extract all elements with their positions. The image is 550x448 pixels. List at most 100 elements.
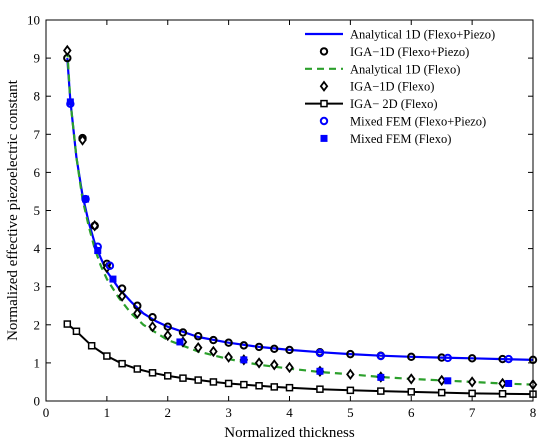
legend-item: IGA−1D (Flexo) [319,80,434,94]
data-point [178,328,188,337]
data-point [437,374,446,387]
data-point [346,349,355,359]
y-tick-label: 5 [34,203,41,218]
data-point [224,351,233,363]
data-point [209,345,218,358]
legend-label: Mixed FEM (Flexo+Piezo) [350,115,486,129]
data-point [63,44,72,57]
x-axis-label: Normalized thickness [224,425,355,441]
y-tick-label: 4 [34,241,41,256]
data-point [103,352,111,360]
data-point [90,220,99,232]
data-point [315,348,325,358]
data-point [164,372,172,380]
data-point [87,342,96,350]
legend-label: Analytical 1D (Flexo) [350,62,460,76]
data-point [346,368,355,381]
data-point [105,261,115,270]
data-point [346,386,355,395]
data-point [443,353,452,363]
data-point [285,361,294,374]
data-point [209,378,218,386]
legend-label: Mixed FEM (Flexo) [350,132,451,146]
data-point [194,376,202,384]
y-tick-label: 0 [34,394,41,409]
data-point [376,351,386,361]
x-tick-label: 5 [347,405,354,420]
x-tick-label: 3 [225,405,232,420]
data-point [179,374,187,382]
data-point [504,354,513,364]
data-point [240,356,248,364]
legend-label: IGA−1D (Flexo+Piezo) [350,45,469,59]
legend-item: Mixed FEM (Flexo+Piezo) [319,115,486,129]
data-point [117,290,127,302]
y-axis-label: Normalized effective piezoelectric const… [5,79,21,341]
x-tick-label: 2 [165,405,172,420]
data-point [316,385,324,393]
ticks-layer: 0 1 2 3 4 5 6 7 8 0 1 2 3 4 5 6 7 8 9 10 [27,13,536,421]
data-point [285,345,294,355]
data-point [239,341,249,350]
data-point [209,335,218,345]
y-tick-label: 9 [34,51,41,66]
data-point [224,338,233,347]
data-point [498,377,507,390]
data-point [118,359,126,368]
data-point [148,369,157,377]
data-point [270,359,279,371]
series-6 [66,98,513,387]
legend-label: Analytical 1D (Flexo+Piezo) [350,28,495,42]
data-point [148,312,157,322]
legend-marker-swatch [319,80,329,92]
data-point [78,134,87,146]
legend-item: Analytical 1D (Flexo+Piezo) [305,28,495,42]
data-point [224,379,233,388]
data-point [66,98,74,106]
y-tick-label: 1 [34,355,41,370]
data-point [270,383,279,391]
y-tick-label: 7 [34,127,41,142]
data-point [193,332,203,341]
legend-label: IGA− 2D (Flexo) [350,97,438,111]
data-point [255,382,263,390]
y-tick-label: 2 [34,317,41,332]
data-point [63,320,72,328]
data-point [406,373,416,385]
legend-item: IGA− 2D (Flexo) [305,97,438,111]
data-point [163,329,173,342]
data-point [377,373,385,381]
data-point [72,327,81,336]
x-tick-label: 6 [408,405,415,420]
data-point [82,195,90,203]
y-tick-label: 8 [34,89,41,104]
x-tick-label: 4 [286,405,293,420]
legend-item: Mixed FEM (Flexo) [320,132,451,146]
data-point [148,321,157,333]
data-point [437,388,446,397]
data-point [109,275,117,283]
data-point [285,383,294,392]
data-point [316,367,324,375]
plot-background [46,20,533,401]
data-point [505,379,513,387]
x-tick-label: 8 [530,405,537,420]
data-point [94,247,102,255]
data-point [176,338,184,346]
data-point [133,307,142,320]
legend-marker-swatch [320,134,328,142]
y-tick-label: 3 [34,279,41,294]
x-tick-label: 1 [104,405,111,420]
y-tick-label: 6 [34,165,41,180]
legend-item: IGA−1D (Flexo+Piezo) [319,45,469,59]
x-tick-label: 7 [469,405,476,420]
data-point [254,357,264,369]
legend-label: IGA−1D (Flexo) [350,80,434,94]
legend-item: Analytical 1D (Flexo) [305,62,460,76]
data-point [444,377,452,385]
series-3 [63,44,538,391]
data-point [240,380,248,389]
data-point [133,365,142,373]
data-point [468,389,476,398]
legend-marker-swatch [319,116,329,126]
